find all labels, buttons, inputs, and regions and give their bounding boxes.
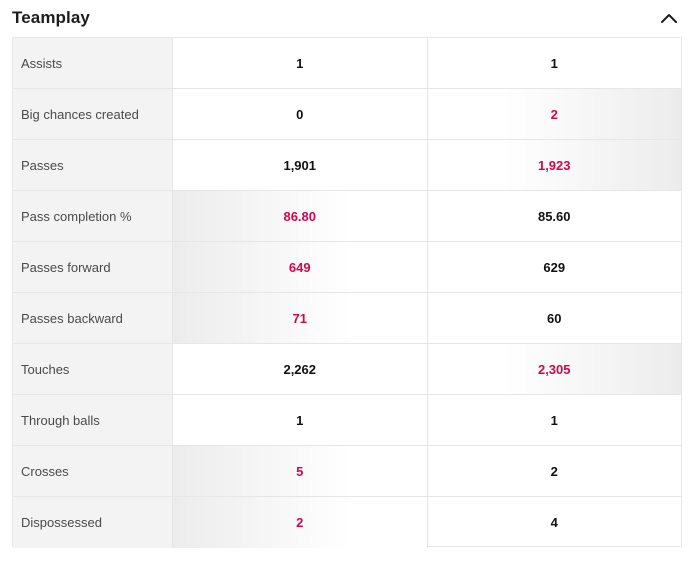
stat-row: Big chances created 0 2 bbox=[13, 89, 681, 140]
teamplay-section-header[interactable]: Teamplay bbox=[12, 0, 682, 36]
stat-label: Dispossessed bbox=[13, 497, 173, 548]
away-team-value: 1 bbox=[550, 412, 558, 428]
home-team-value: 1 bbox=[173, 38, 428, 88]
teamplay-stats-table: Assists 1 1 Big chances created 0 2 Passes 1,90… bbox=[12, 37, 682, 548]
away-team-value: 1 bbox=[550, 55, 558, 71]
away-team-value: 60 bbox=[547, 310, 562, 326]
section-title: Teamplay bbox=[12, 8, 90, 27]
stat-label: Through balls bbox=[13, 395, 173, 445]
away-team-value: 1,923 bbox=[427, 140, 681, 190]
home-team-value: 5 bbox=[173, 446, 428, 496]
stat-row: Passes backward 71 60 bbox=[13, 293, 681, 344]
home-team-value: 1 bbox=[173, 395, 428, 445]
away-team-value: 2 bbox=[427, 89, 681, 139]
stat-label: Assists bbox=[13, 38, 173, 88]
stat-row: Passes 1,901 1,923 bbox=[13, 140, 681, 191]
stat-row: Through balls 1 1 bbox=[13, 395, 681, 446]
away-team-value: 4 bbox=[550, 515, 558, 530]
stat-row: Assists 1 1 bbox=[13, 38, 681, 89]
chevron-up-icon[interactable] bbox=[660, 9, 678, 27]
stat-label: Big chances created bbox=[13, 89, 173, 139]
stat-label: Passes forward bbox=[13, 242, 173, 292]
stat-row: Crosses 5 2 bbox=[13, 446, 681, 497]
home-team-value: 2 bbox=[173, 497, 428, 548]
stat-label: Passes backward bbox=[13, 293, 173, 343]
home-team-value: 649 bbox=[173, 242, 428, 292]
home-team-value: 71 bbox=[173, 293, 428, 343]
away-team-value: 2,305 bbox=[427, 344, 681, 394]
home-team-value: 0 bbox=[173, 89, 428, 139]
away-team-value: 2 bbox=[550, 463, 558, 479]
stat-row: Touches 2,262 2,305 bbox=[13, 344, 681, 395]
stat-row: Pass completion % 86.80 85.60 bbox=[13, 191, 681, 242]
away-team-value: 85.60 bbox=[537, 208, 571, 224]
home-team-value: 1,901 bbox=[173, 140, 428, 190]
stat-label: Passes bbox=[13, 140, 173, 190]
stat-label: Crosses bbox=[13, 446, 173, 496]
home-team-value: 86.80 bbox=[173, 191, 428, 241]
stat-row: Dispossessed 2 4 bbox=[13, 497, 681, 548]
stat-label: Pass completion % bbox=[13, 191, 173, 241]
stat-row: Passes forward 649 629 bbox=[13, 242, 681, 293]
home-team-value: 2,262 bbox=[173, 344, 428, 394]
away-team-value: 629 bbox=[543, 259, 566, 275]
stat-label: Touches bbox=[13, 344, 173, 394]
